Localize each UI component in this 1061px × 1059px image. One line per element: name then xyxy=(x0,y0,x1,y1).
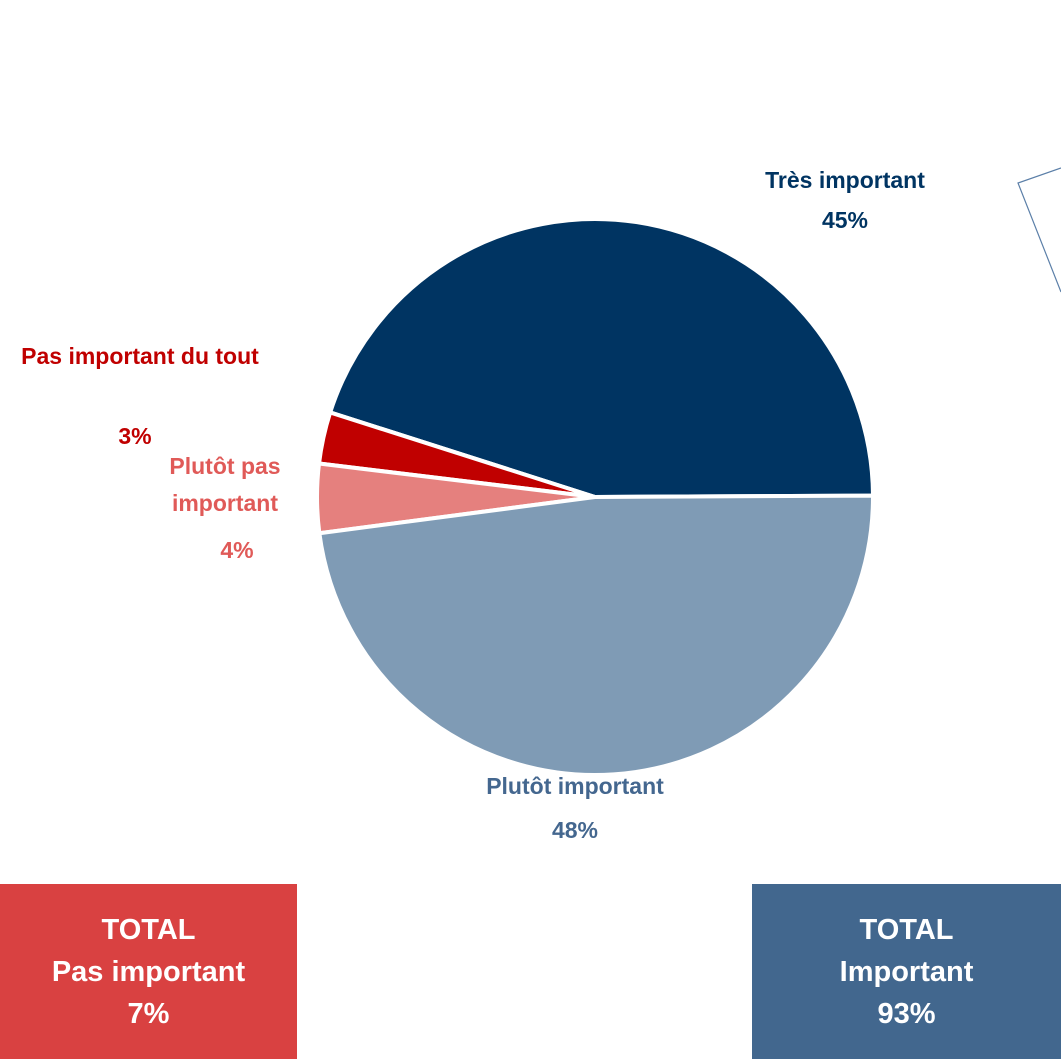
slice-value-label: 4% xyxy=(220,537,254,563)
callout-outline xyxy=(1017,167,1061,293)
pie-slice xyxy=(328,217,875,499)
slice-label: Plutôt pas important xyxy=(169,453,281,516)
total-title: TOTAL xyxy=(859,913,954,946)
slice-value-label: 3% xyxy=(118,423,152,449)
total-title: TOTAL xyxy=(101,913,196,946)
total-label: Important xyxy=(839,955,974,988)
total-label: Pas important xyxy=(51,955,246,988)
slice-value-label: 48% xyxy=(551,817,599,843)
total-box: TOTAL Important 93% xyxy=(752,884,1061,1059)
pie-slice xyxy=(317,493,875,777)
slice-label: Plutôt important xyxy=(486,773,664,799)
total-box: TOTAL Pas important 7% xyxy=(0,884,297,1059)
slice-label: Très important xyxy=(765,167,925,193)
slice-label: Pas important du tout xyxy=(21,343,259,369)
total-value: 7% xyxy=(127,997,170,1030)
total-value: 93% xyxy=(877,997,936,1030)
slice-value-label: 45% xyxy=(821,207,869,233)
